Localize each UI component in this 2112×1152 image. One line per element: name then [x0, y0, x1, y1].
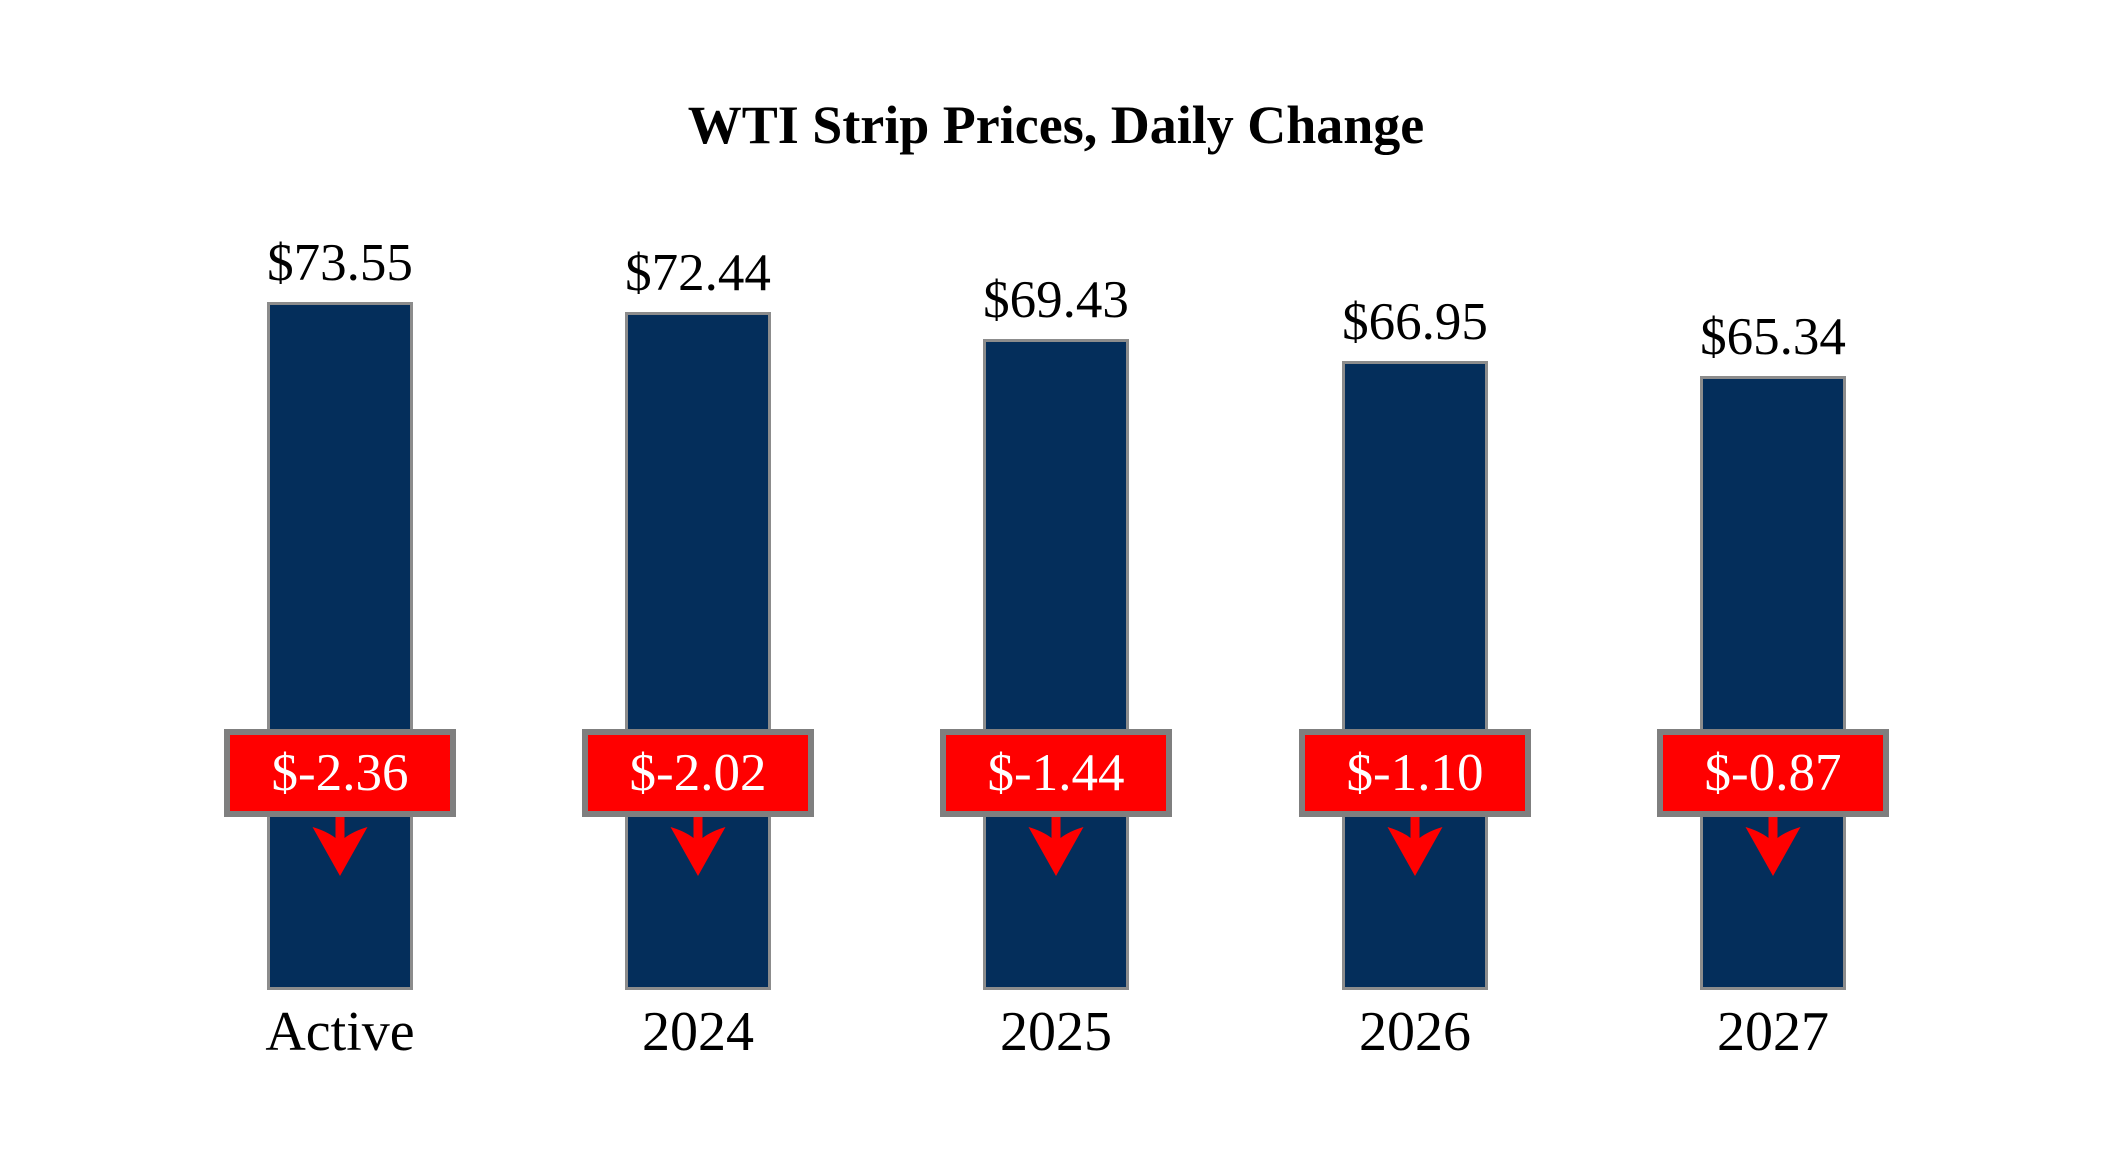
price-bar [625, 312, 771, 990]
bar-value-label: $65.34 [1700, 308, 1846, 366]
down-arrow-icon [1028, 815, 1084, 876]
chart-title: WTI Strip Prices, Daily Change [687, 95, 1425, 155]
price-bar [1342, 361, 1488, 990]
category-label: 2026 [1359, 1001, 1471, 1063]
daily-change-box: $-2.02 [582, 729, 814, 817]
down-arrow-icon [670, 815, 726, 876]
category-label: 2027 [1717, 1001, 1829, 1063]
price-bar [1700, 376, 1846, 990]
bar-value-label: $72.44 [625, 244, 771, 302]
daily-change-box: $-0.87 [1657, 729, 1889, 817]
bar-value-label: $73.55 [267, 234, 413, 292]
category-label: 2024 [642, 1001, 754, 1063]
bar-value-label: $69.43 [983, 271, 1129, 329]
daily-change-box: $-1.44 [940, 729, 1172, 817]
price-bar [983, 339, 1129, 990]
down-arrow-icon [1745, 815, 1801, 876]
price-bar [267, 302, 413, 990]
down-arrow-icon [312, 815, 368, 876]
category-label: 2025 [1000, 1001, 1112, 1063]
bar-value-label: $66.95 [1342, 293, 1488, 351]
daily-change-box: $-1.10 [1299, 729, 1531, 817]
down-arrow-icon [1387, 815, 1443, 876]
daily-change-box: $-2.36 [224, 729, 456, 817]
category-label: Active [265, 1001, 415, 1063]
